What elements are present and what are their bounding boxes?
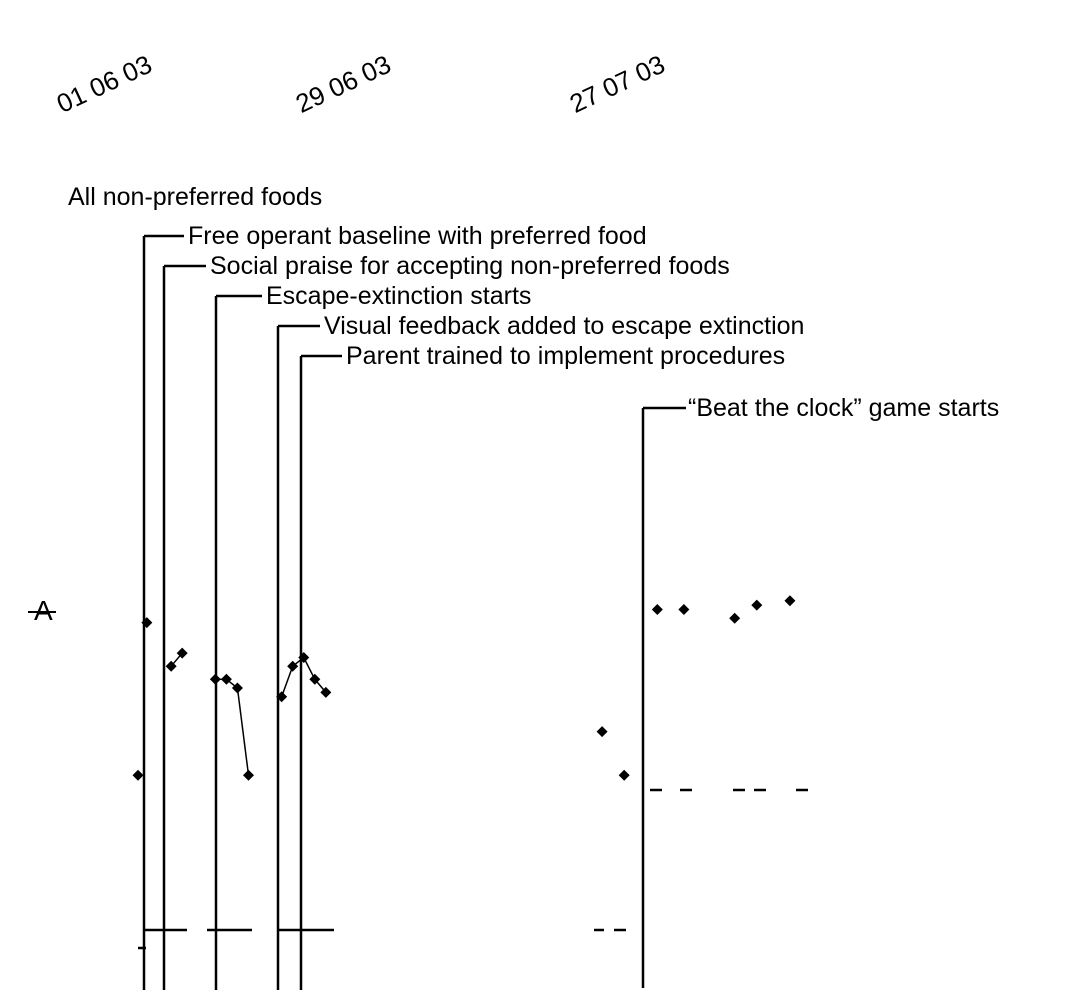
- data-point: [320, 686, 332, 698]
- data-connectors: [170, 652, 327, 776]
- annotation-label: Social praise for accepting non-preferre…: [210, 252, 730, 280]
- x-tick-label: 01 06 03: [52, 49, 156, 119]
- data-point: [596, 726, 608, 738]
- annotation-label: All non-preferred foods: [68, 183, 322, 211]
- x-tick-labels: 01 06 03 29 06 03 27 07 03: [52, 49, 669, 119]
- data-point: [298, 651, 310, 663]
- data-point: [784, 595, 796, 607]
- data-point: [618, 769, 630, 781]
- x-tick-label: 27 07 03: [565, 49, 669, 119]
- data-point: [220, 673, 232, 685]
- data-point: [729, 612, 741, 624]
- data-point: [165, 660, 177, 672]
- data-point: [176, 647, 188, 659]
- data-point: [209, 673, 221, 685]
- annotation-label: Free operant baseline with preferred foo…: [188, 222, 647, 250]
- data-point: [678, 604, 690, 616]
- data-point: [276, 691, 288, 703]
- annotation-label: Visual feedback added to escape extincti…: [324, 312, 804, 340]
- data-point: [751, 599, 763, 611]
- x-tick-label: 29 06 03: [291, 49, 395, 119]
- data-point: [309, 673, 321, 685]
- data-point: [287, 660, 299, 672]
- phase-lines: [142, 234, 686, 990]
- data-point: [651, 604, 663, 616]
- data-connector: [280, 665, 294, 697]
- data-point: [141, 617, 153, 629]
- series-label: A: [34, 595, 53, 626]
- annotation-label: Escape-extinction starts: [266, 282, 531, 310]
- annotation-label: Parent trained to implement procedures: [346, 342, 785, 370]
- data-point: [243, 769, 254, 781]
- data-markers: [132, 595, 796, 781]
- data-point: [132, 769, 144, 781]
- data-connector: [236, 687, 250, 776]
- annotation-label: “Beat the clock” game starts: [688, 394, 999, 422]
- criterion-dashes: [138, 788, 808, 950]
- data-point: [231, 682, 243, 694]
- annotations: All non-preferred foods Free operant base…: [68, 183, 999, 422]
